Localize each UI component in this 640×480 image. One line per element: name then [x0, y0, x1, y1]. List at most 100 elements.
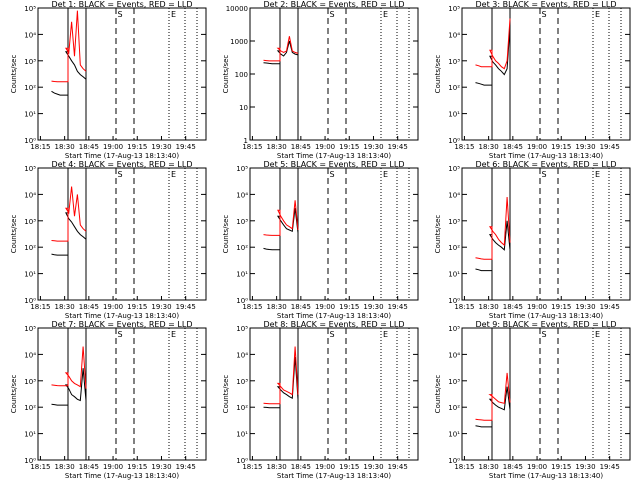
x-tick-label: 19:30 — [151, 303, 171, 311]
panel-title: Det 6: BLACK = Events, RED = LLD — [476, 160, 617, 169]
y-tick-label: 10⁰ — [24, 457, 36, 465]
x-axis-label: Start Time (17-Aug-13 18:13:40) — [489, 472, 603, 480]
lld-series-line — [263, 36, 299, 62]
x-tick-label: 19:00 — [527, 463, 547, 471]
x-tick-label: 18:45 — [79, 143, 99, 151]
end-marker: E — [383, 10, 388, 19]
x-tick-label: 18:45 — [291, 463, 311, 471]
panel-title: Det 9: BLACK = Events, RED = LLD — [476, 320, 617, 329]
panel-8: Det 8: BLACK = Events, RED = LLD 10⁰ 10¹ 10… — [222, 320, 419, 480]
y-tick-label: 10² — [24, 244, 36, 252]
plot-frame — [461, 167, 631, 301]
x-tick-label: 18:15 — [454, 303, 474, 311]
x-tick-label: 18:45 — [503, 303, 523, 311]
panel-5: Det 5: BLACK = Events, RED = LLD 10⁰ 10¹ 10… — [222, 160, 419, 320]
x-axis-label: Start Time (17-Aug-13 18:13:40) — [277, 152, 391, 160]
y-tick-label: 10³ — [448, 218, 460, 226]
panel-title: Det 4: BLACK = Events, RED = LLD — [52, 160, 193, 169]
y-tick-label: 10³ — [448, 378, 460, 386]
start-marker: S — [117, 330, 122, 339]
events-series-line — [263, 356, 299, 409]
x-tick-label: 18:30 — [267, 303, 287, 311]
y-tick-label: 1 — [244, 137, 248, 145]
panel-2: Det 2: BLACK = Events, RED = LLD 1 10 100 10… — [222, 0, 419, 160]
y-tick-label: 10⁴ — [24, 351, 36, 359]
x-tick-label: 19:00 — [527, 143, 547, 151]
y-tick-label: 10⁰ — [24, 297, 36, 305]
events-series-line — [475, 26, 511, 86]
x-tick-label: 19:30 — [363, 303, 383, 311]
start-marker: S — [329, 170, 334, 179]
x-tick-label: 19:30 — [151, 143, 171, 151]
panel-1: Det 1: BLACK = Events, RED = LLD 10⁰ 10¹ 10… — [10, 0, 207, 160]
y-tick-label: 10³ — [24, 218, 36, 226]
lld-series-line — [263, 200, 299, 236]
panel-title: Det 2: BLACK = Events, RED = LLD — [264, 0, 405, 9]
x-tick-label: 18:15 — [242, 143, 262, 151]
end-marker: E — [595, 330, 600, 339]
x-tick-label: 18:15 — [30, 303, 50, 311]
panel-title: Det 1: BLACK = Events, RED = LLD — [52, 0, 193, 9]
y-tick-label: 10³ — [236, 378, 248, 386]
y-tick-label: 10² — [24, 404, 36, 412]
x-tick-label: 19:45 — [176, 143, 196, 151]
x-tick-label: 19:00 — [103, 143, 123, 151]
panel-title: Det 7: BLACK = Events, RED = LLD — [52, 320, 193, 329]
y-axis-label: Counts/sec — [10, 215, 18, 254]
y-tick-label: 10⁴ — [448, 191, 460, 199]
x-tick-label: 19:00 — [315, 303, 335, 311]
y-tick-label: 10¹ — [24, 111, 36, 119]
lld-series-line — [51, 186, 87, 242]
events-series-line — [51, 212, 87, 256]
x-tick-label: 19:15 — [551, 303, 571, 311]
x-tick-label: 19:15 — [339, 463, 359, 471]
panel-4: Det 4: BLACK = Events, RED = LLD 10⁰ 10¹ 10… — [10, 160, 207, 320]
events-series-line — [475, 220, 511, 272]
y-tick-label: 10³ — [448, 58, 460, 66]
x-axis-label: Start Time (17-Aug-13 18:13:40) — [277, 312, 391, 320]
plot-frame — [37, 327, 207, 461]
y-axis-label: Counts/sec — [222, 55, 230, 94]
x-tick-label: 19:15 — [551, 143, 571, 151]
x-tick-label: 18:15 — [30, 143, 50, 151]
x-tick-label: 19:30 — [151, 463, 171, 471]
y-tick-label: 100 — [235, 71, 248, 79]
x-tick-label: 18:15 — [242, 463, 262, 471]
y-axis-label: Counts/sec — [434, 375, 442, 414]
lld-series-line — [51, 346, 87, 389]
y-tick-label: 10⁴ — [24, 31, 36, 39]
y-tick-label: 10¹ — [448, 271, 460, 279]
x-tick-label: 19:30 — [575, 143, 595, 151]
events-series-line — [263, 208, 299, 251]
y-tick-label: 10¹ — [448, 431, 460, 439]
y-axis-label: Counts/sec — [10, 375, 18, 414]
y-axis-label: Counts/sec — [222, 375, 230, 414]
x-tick-label: 18:45 — [503, 463, 523, 471]
x-tick-label: 19:45 — [600, 143, 620, 151]
x-axis-label: Start Time (17-Aug-13 18:13:40) — [489, 312, 603, 320]
y-tick-label: 10 — [239, 104, 248, 112]
end-marker: E — [595, 170, 600, 179]
plot-frame — [249, 167, 419, 301]
y-tick-label: 10⁰ — [236, 297, 248, 305]
lld-series-line — [475, 372, 511, 421]
x-tick-label: 19:45 — [600, 303, 620, 311]
lld-series-line — [263, 346, 299, 405]
y-tick-label: 10⁵ — [236, 325, 248, 333]
plot-frame — [37, 167, 207, 301]
panel-title: Det 3: BLACK = Events, RED = LLD — [476, 0, 617, 9]
start-marker: S — [541, 330, 546, 339]
x-tick-label: 18:30 — [267, 143, 287, 151]
x-tick-label: 18:15 — [242, 303, 262, 311]
y-tick-label: 10⁰ — [448, 297, 460, 305]
y-tick-label: 10⁵ — [24, 5, 36, 13]
panel-3: Det 3: BLACK = Events, RED = LLD 10⁰ 10¹ 10… — [434, 0, 631, 160]
x-tick-label: 19:15 — [551, 463, 571, 471]
x-tick-label: 19:00 — [103, 463, 123, 471]
x-axis-label: Start Time (17-Aug-13 18:13:40) — [277, 472, 391, 480]
x-tick-label: 18:30 — [479, 303, 499, 311]
y-tick-label: 10⁵ — [448, 325, 460, 333]
y-tick-label: 10¹ — [236, 431, 248, 439]
x-tick-label: 18:15 — [454, 143, 474, 151]
